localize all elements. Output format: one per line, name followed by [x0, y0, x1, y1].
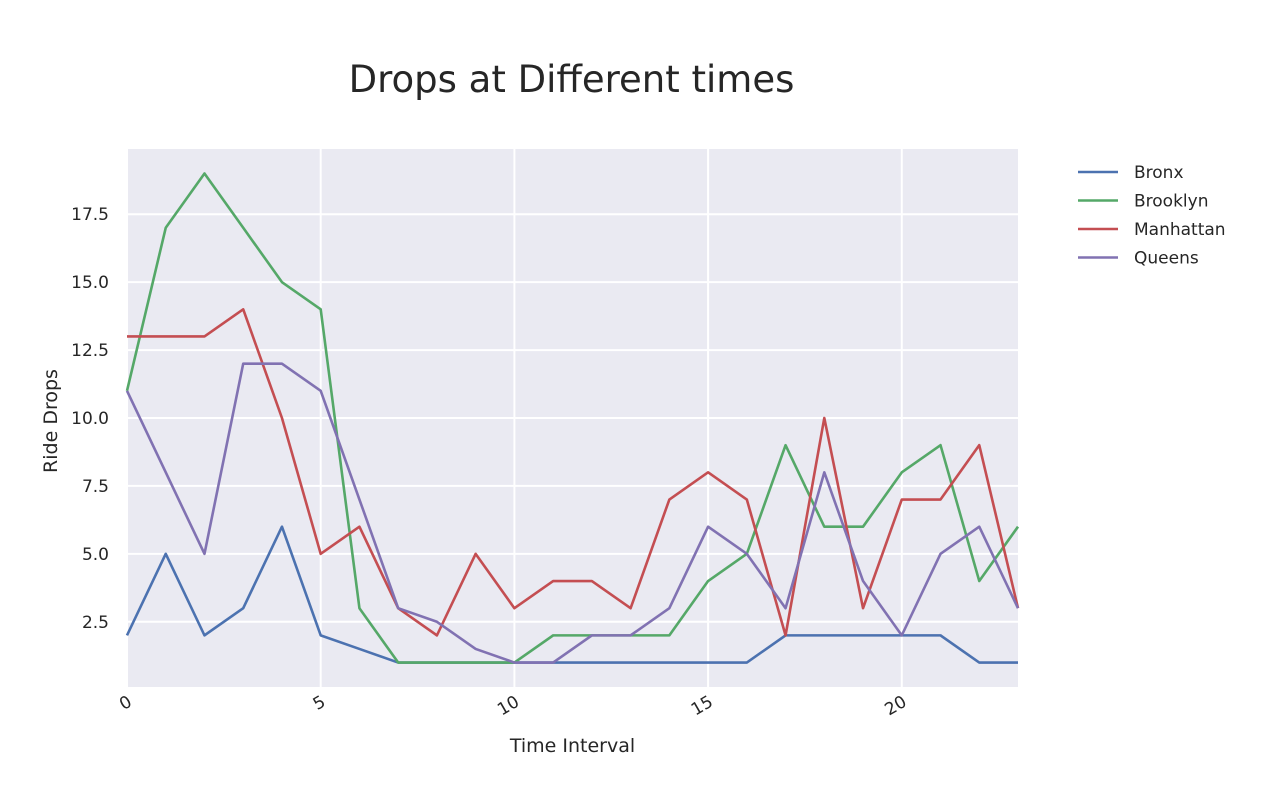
- series-line-bronx: [125, 525, 1018, 664]
- x-tick-label: 20: [882, 692, 911, 720]
- y-tick-label: 15.0: [71, 273, 109, 293]
- legend-label-manhattan: Manhattan: [1134, 220, 1226, 240]
- y-axis-label: Ride Drops: [40, 369, 62, 473]
- y-tick-label: 17.5: [71, 205, 109, 225]
- legend-label-brooklyn: Brooklyn: [1134, 192, 1208, 212]
- x-tick-label: 15: [688, 692, 717, 720]
- legend-label-queens: Queens: [1134, 249, 1199, 269]
- y-tick-label: 10.0: [71, 409, 109, 429]
- grid: [126, 149, 1018, 687]
- x-tick-label: 5: [310, 692, 329, 715]
- y-tick-label: 12.5: [71, 341, 109, 361]
- series-line-queens: [125, 362, 1020, 664]
- y-tick-label: 7.5: [82, 477, 109, 497]
- series-line-brooklyn: [125, 172, 1020, 664]
- legend: Bronx Brooklyn Manhattan Queens: [1078, 163, 1226, 269]
- series-lines: [125, 172, 1020, 664]
- legend-label-bronx: Bronx: [1134, 163, 1184, 183]
- y-tick-label: 2.5: [82, 613, 109, 633]
- x-tick-label: 10: [494, 692, 523, 720]
- chart-title: Drops at Different times: [348, 58, 795, 101]
- x-tick-label: 0: [116, 692, 135, 715]
- x-axis-label: Time Interval: [509, 735, 635, 757]
- y-tick-label: 5.0: [82, 545, 109, 565]
